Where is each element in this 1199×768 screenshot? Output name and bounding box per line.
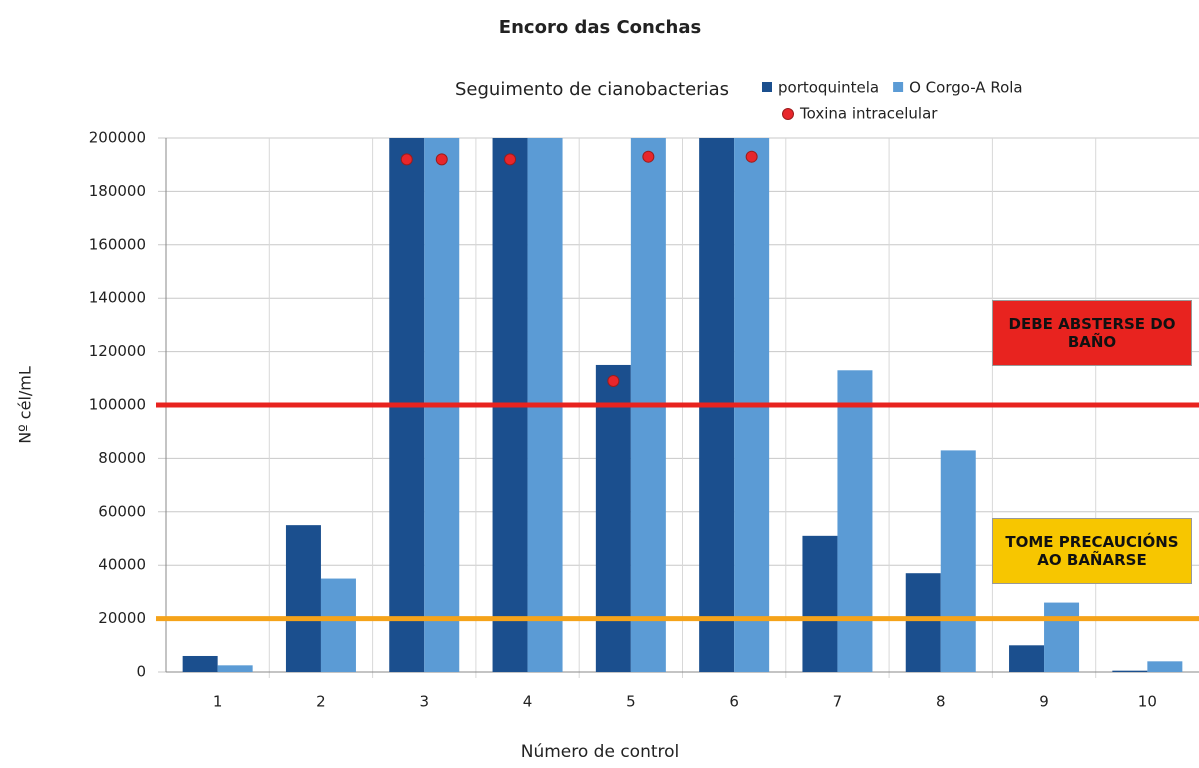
y-tick-label: 120000 <box>89 342 146 360</box>
x-tick-label: 5 <box>626 693 636 711</box>
toxin-marker <box>607 374 620 387</box>
y-tick-label: 200000 <box>89 129 146 147</box>
bar <box>940 450 976 672</box>
bar <box>182 655 218 672</box>
bar <box>285 525 321 672</box>
annotation: TOME PRECAUCIÓNS AO BAÑARSE <box>992 518 1192 584</box>
y-tick-label: 40000 <box>98 556 146 574</box>
y-tick-label: 20000 <box>98 609 146 627</box>
x-tick-label: 1 <box>213 693 223 711</box>
y-axis-label: Nº cél/mL <box>16 366 35 444</box>
x-tick-label: 2 <box>316 693 326 711</box>
annotation: DEBE ABSTERSE DO BAÑO <box>992 300 1192 366</box>
x-tick-label: 10 <box>1138 693 1157 711</box>
legend-label: Toxina intracelular <box>799 105 938 123</box>
toxin-marker <box>435 153 448 166</box>
bar <box>1147 661 1183 672</box>
toxin-marker <box>400 153 413 166</box>
chart-subtitle: Seguimento de cianobacterias <box>455 79 729 100</box>
legend-label: portoquintela <box>778 79 879 97</box>
bar <box>802 535 838 672</box>
bar <box>217 665 253 672</box>
y-tick-label: 140000 <box>89 289 146 307</box>
x-tick-label: 8 <box>936 693 946 711</box>
y-tick-label: 160000 <box>89 235 146 253</box>
y-tick-label: 100000 <box>89 396 146 414</box>
toxin-marker <box>745 150 758 163</box>
legend-swatch <box>762 82 772 92</box>
y-tick-label: 180000 <box>89 182 146 200</box>
x-tick-label: 3 <box>419 693 429 711</box>
toxin-marker <box>504 153 517 166</box>
chart-title: Encoro das Conchas <box>499 17 701 38</box>
y-tick-label: 0 <box>136 663 146 681</box>
bar <box>1112 670 1148 672</box>
legend-swatch <box>893 82 904 92</box>
bar <box>905 573 941 672</box>
legend-label: O Corgo-A Rola <box>909 79 1023 97</box>
x-tick-label: 7 <box>833 693 843 711</box>
y-tick-label: 60000 <box>98 502 146 520</box>
toxin-marker <box>642 150 655 163</box>
legend-swatch <box>782 108 794 120</box>
y-tick-label: 80000 <box>98 449 146 467</box>
bar <box>1044 602 1080 672</box>
bar <box>595 364 631 672</box>
bar <box>1009 645 1045 672</box>
x-axis-label: Número de control <box>521 742 680 762</box>
x-tick-label: 9 <box>1039 693 1049 711</box>
bar <box>837 370 873 672</box>
x-tick-label: 4 <box>523 693 533 711</box>
x-tick-label: 6 <box>729 693 739 711</box>
bar <box>320 578 356 672</box>
